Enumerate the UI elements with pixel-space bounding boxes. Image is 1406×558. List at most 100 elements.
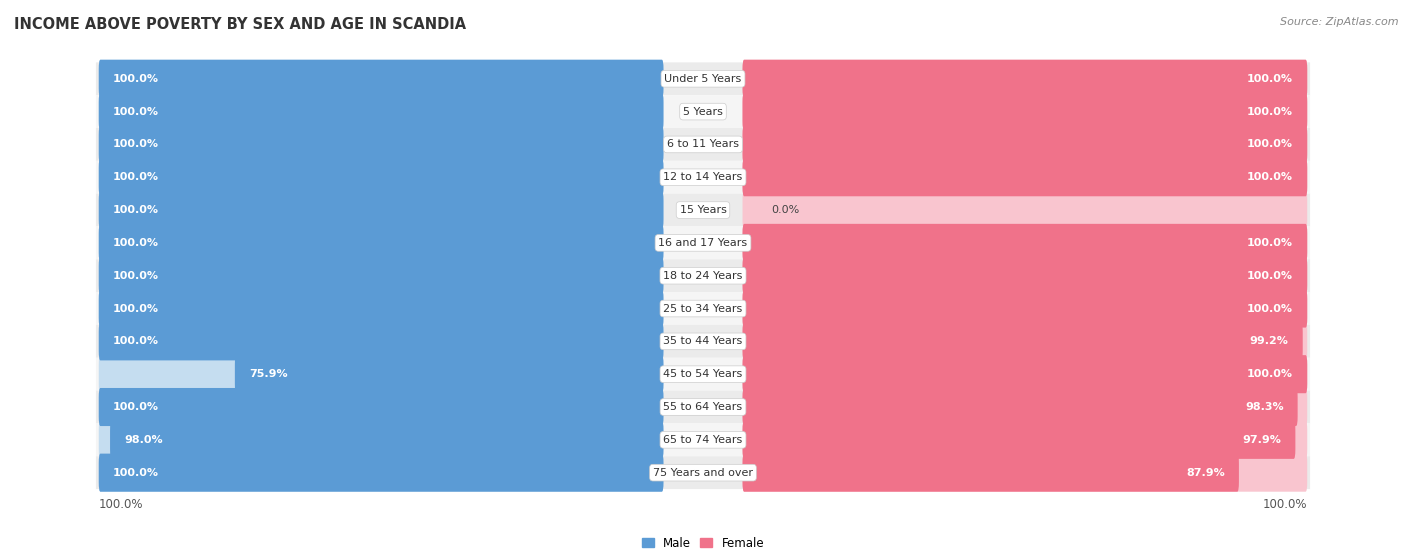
FancyBboxPatch shape [742, 224, 1308, 262]
Text: 100.0%: 100.0% [112, 271, 159, 281]
Text: INCOME ABOVE POVERTY BY SEX AND AGE IN SCANDIA: INCOME ABOVE POVERTY BY SEX AND AGE IN S… [14, 17, 467, 32]
FancyBboxPatch shape [742, 323, 1303, 360]
FancyBboxPatch shape [742, 126, 1308, 163]
FancyBboxPatch shape [96, 292, 1310, 325]
FancyBboxPatch shape [742, 257, 1308, 295]
FancyBboxPatch shape [235, 355, 664, 393]
FancyBboxPatch shape [96, 391, 1310, 424]
Text: 45 to 54 Years: 45 to 54 Years [664, 369, 742, 379]
Text: 100.0%: 100.0% [112, 336, 159, 347]
FancyBboxPatch shape [742, 290, 1308, 328]
FancyBboxPatch shape [98, 454, 664, 492]
FancyBboxPatch shape [98, 388, 664, 426]
Text: 18 to 24 Years: 18 to 24 Years [664, 271, 742, 281]
FancyBboxPatch shape [98, 158, 664, 196]
Text: 25 to 34 Years: 25 to 34 Years [664, 304, 742, 314]
FancyBboxPatch shape [96, 95, 1310, 128]
FancyBboxPatch shape [96, 128, 1310, 161]
FancyBboxPatch shape [98, 454, 664, 492]
FancyBboxPatch shape [742, 60, 1308, 98]
FancyBboxPatch shape [742, 454, 1308, 492]
FancyBboxPatch shape [98, 60, 664, 98]
FancyBboxPatch shape [742, 290, 1308, 328]
Text: 100.0%: 100.0% [112, 205, 159, 215]
Text: 100.0%: 100.0% [1247, 304, 1294, 314]
FancyBboxPatch shape [742, 454, 1239, 492]
Text: 6 to 11 Years: 6 to 11 Years [666, 140, 740, 150]
FancyBboxPatch shape [98, 323, 664, 360]
FancyBboxPatch shape [98, 224, 664, 262]
FancyBboxPatch shape [98, 93, 664, 131]
FancyBboxPatch shape [98, 257, 664, 295]
Text: 98.3%: 98.3% [1244, 402, 1284, 412]
Text: 75.9%: 75.9% [249, 369, 288, 379]
FancyBboxPatch shape [98, 421, 664, 459]
Text: 100.0%: 100.0% [112, 140, 159, 150]
Text: 100.0%: 100.0% [1247, 74, 1294, 84]
FancyBboxPatch shape [96, 259, 1310, 292]
FancyBboxPatch shape [742, 421, 1308, 459]
Text: 100.0%: 100.0% [1247, 107, 1294, 117]
FancyBboxPatch shape [98, 224, 664, 262]
Text: 55 to 64 Years: 55 to 64 Years [664, 402, 742, 412]
Text: 100.0%: 100.0% [1263, 498, 1308, 511]
Text: 100.0%: 100.0% [1247, 271, 1294, 281]
FancyBboxPatch shape [98, 126, 664, 163]
Text: 16 and 17 Years: 16 and 17 Years [658, 238, 748, 248]
FancyBboxPatch shape [98, 191, 664, 229]
Text: 100.0%: 100.0% [1247, 140, 1294, 150]
FancyBboxPatch shape [110, 421, 664, 459]
FancyBboxPatch shape [96, 358, 1310, 391]
Text: 100.0%: 100.0% [1247, 369, 1294, 379]
FancyBboxPatch shape [742, 60, 1308, 98]
FancyBboxPatch shape [98, 323, 664, 360]
FancyBboxPatch shape [742, 158, 1308, 196]
FancyBboxPatch shape [742, 355, 1308, 393]
Text: 0.0%: 0.0% [770, 205, 799, 215]
Text: 100.0%: 100.0% [112, 238, 159, 248]
FancyBboxPatch shape [742, 421, 1295, 459]
Text: 100.0%: 100.0% [112, 172, 159, 182]
FancyBboxPatch shape [742, 388, 1308, 426]
FancyBboxPatch shape [98, 290, 664, 328]
FancyBboxPatch shape [98, 257, 664, 295]
FancyBboxPatch shape [742, 257, 1308, 295]
FancyBboxPatch shape [98, 355, 664, 393]
FancyBboxPatch shape [96, 161, 1310, 194]
FancyBboxPatch shape [96, 325, 1310, 358]
FancyBboxPatch shape [742, 93, 1308, 131]
Text: 97.9%: 97.9% [1243, 435, 1281, 445]
Text: 87.9%: 87.9% [1187, 468, 1225, 478]
FancyBboxPatch shape [742, 126, 1308, 163]
FancyBboxPatch shape [96, 456, 1310, 489]
Text: Under 5 Years: Under 5 Years [665, 74, 741, 84]
FancyBboxPatch shape [742, 158, 1308, 196]
FancyBboxPatch shape [96, 62, 1310, 95]
Text: 100.0%: 100.0% [112, 402, 159, 412]
FancyBboxPatch shape [98, 191, 664, 229]
Text: 100.0%: 100.0% [1247, 238, 1294, 248]
Legend: Male, Female: Male, Female [637, 532, 769, 554]
Text: 5 Years: 5 Years [683, 107, 723, 117]
FancyBboxPatch shape [742, 323, 1308, 360]
FancyBboxPatch shape [96, 227, 1310, 259]
FancyBboxPatch shape [96, 194, 1310, 227]
FancyBboxPatch shape [742, 224, 1308, 262]
Text: 35 to 44 Years: 35 to 44 Years [664, 336, 742, 347]
Text: 100.0%: 100.0% [1247, 172, 1294, 182]
Text: 100.0%: 100.0% [98, 498, 143, 511]
Text: 75 Years and over: 75 Years and over [652, 468, 754, 478]
Text: 98.0%: 98.0% [124, 435, 163, 445]
FancyBboxPatch shape [96, 424, 1310, 456]
Text: 100.0%: 100.0% [112, 107, 159, 117]
FancyBboxPatch shape [742, 93, 1308, 131]
FancyBboxPatch shape [742, 191, 1308, 229]
FancyBboxPatch shape [742, 388, 1298, 426]
Text: 100.0%: 100.0% [112, 468, 159, 478]
FancyBboxPatch shape [98, 388, 664, 426]
Text: 100.0%: 100.0% [112, 304, 159, 314]
Text: 99.2%: 99.2% [1250, 336, 1289, 347]
FancyBboxPatch shape [98, 126, 664, 163]
Text: Source: ZipAtlas.com: Source: ZipAtlas.com [1281, 17, 1399, 27]
Text: 100.0%: 100.0% [112, 74, 159, 84]
